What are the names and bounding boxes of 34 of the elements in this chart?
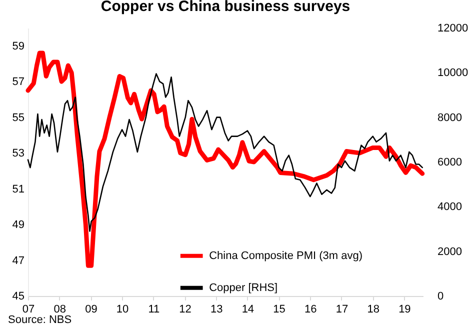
- y-tick-label: 49: [12, 219, 24, 232]
- x-tick-label: 08: [54, 304, 66, 316]
- legend-label: China Composite PMI (3m avg): [209, 250, 363, 262]
- x-tick-label: 13: [210, 304, 223, 316]
- y-tick-label: 53: [12, 148, 24, 160]
- y2-tick-label: 10000: [438, 67, 468, 80]
- x-tick-label: 07: [22, 304, 35, 316]
- y2-tick-label: 0: [438, 290, 444, 302]
- y-tick-label: 55: [12, 112, 24, 124]
- y-tick-label: 45: [12, 290, 24, 302]
- x-tick-label: 16: [304, 304, 317, 316]
- y-tick-label: 59: [12, 40, 24, 52]
- y2-tick-label: 4000: [438, 201, 462, 214]
- x-tick-label: 11: [148, 304, 160, 316]
- y2-tick-label: 6000: [438, 156, 462, 168]
- y2-tick-label: 2000: [438, 246, 462, 258]
- x-tick-label: 12: [179, 304, 192, 316]
- x-tick-label: 14: [242, 304, 254, 316]
- x-tick-label: 15: [273, 304, 286, 316]
- x-tick-label: 17: [336, 304, 348, 316]
- y-tick-label: 47: [12, 254, 24, 267]
- source-note: Source: NBS: [8, 314, 72, 326]
- line-series: [26, 50, 425, 268]
- legend-label: Copper [RHS]: [209, 282, 278, 294]
- x-tick-label: 09: [85, 304, 98, 316]
- x-tick-label: 18: [367, 304, 380, 316]
- chart-title: Copper vs China business surveys: [100, 0, 350, 15]
- y2-tick-label: 8000: [438, 112, 462, 124]
- y2-tick-label: 12000: [438, 22, 468, 34]
- y-tick-label: 51: [12, 183, 24, 196]
- line-series: [27, 73, 424, 232]
- y-tick-label: 57: [12, 76, 24, 88]
- x-tick-label: 10: [116, 304, 129, 316]
- x-tick-label: 19: [398, 304, 411, 316]
